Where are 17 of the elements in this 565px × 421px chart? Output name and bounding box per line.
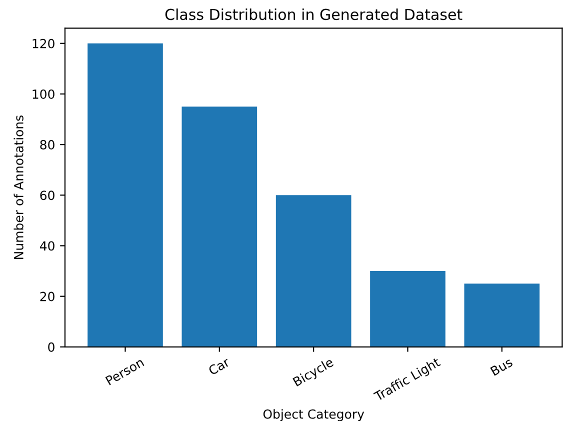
y-tick-label: 100 [32, 89, 54, 99]
y-tick-label: 60 [40, 190, 54, 200]
x-axis-title: Object Category [263, 409, 364, 421]
y-tick-label: 80 [40, 140, 54, 150]
bar [88, 43, 163, 347]
chart-title: Class Distribution in Generated Dataset [165, 8, 462, 20]
y-tick-label: 0 [48, 342, 54, 352]
bar [464, 284, 540, 347]
y-axis-title: Number of Annotations [14, 116, 24, 259]
bar [276, 195, 352, 347]
y-tick-label: 120 [32, 38, 54, 48]
y-tick-label: 20 [40, 292, 54, 302]
x-tick-label: Car [208, 356, 231, 376]
y-tick-label: 40 [40, 241, 54, 251]
x-tick-label: Bus [490, 357, 514, 376]
bar [182, 106, 258, 347]
bar [370, 271, 446, 347]
